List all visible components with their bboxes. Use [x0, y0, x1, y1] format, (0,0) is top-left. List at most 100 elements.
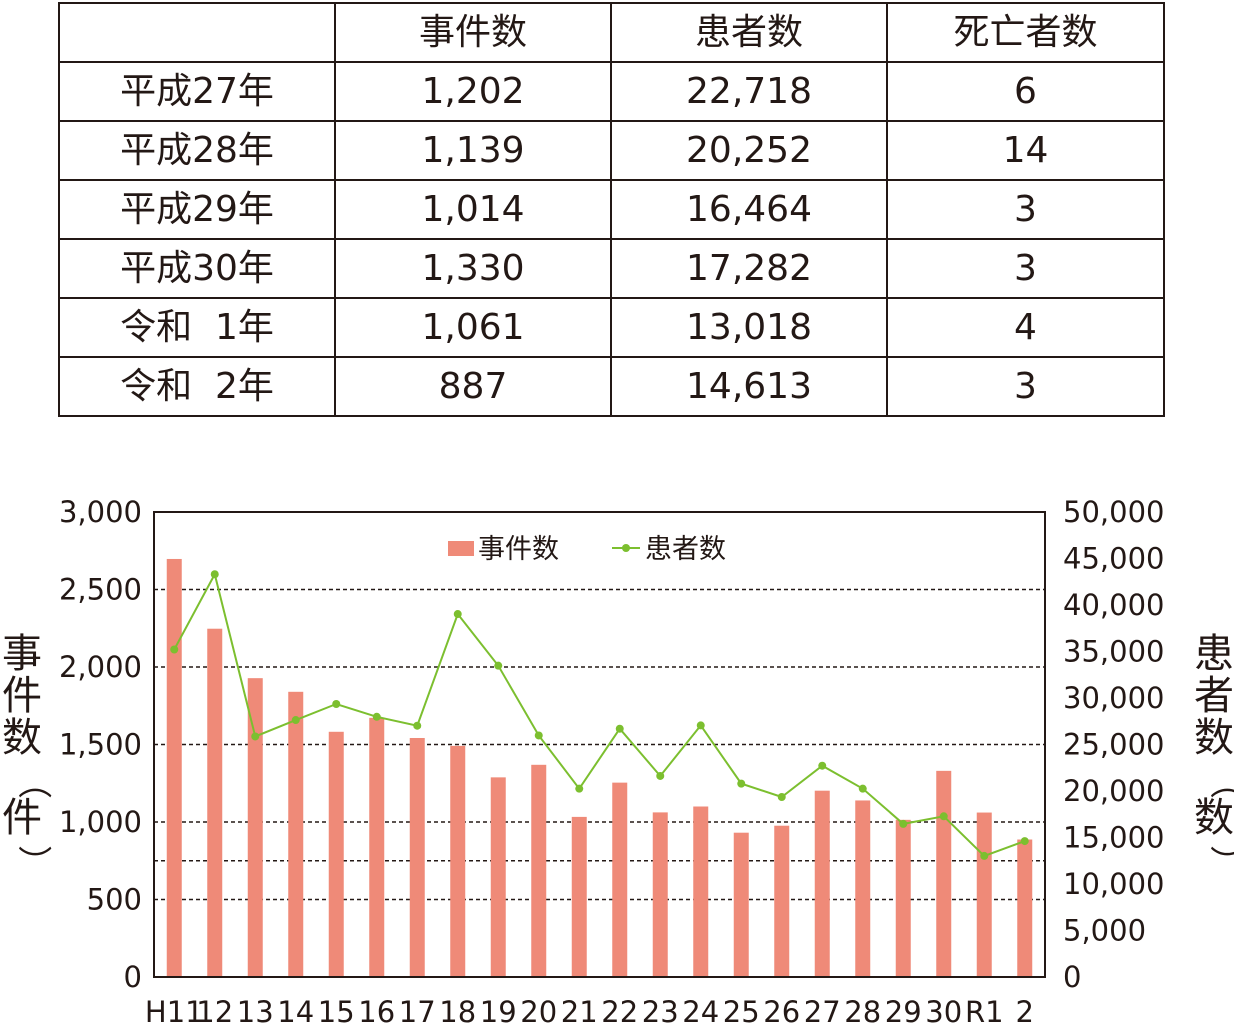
table-row: 平成27年 1,202 22,718 6	[58, 61, 1165, 122]
table-cell: 17,282	[610, 238, 888, 299]
x-tick-label: 27	[804, 995, 841, 1029]
legend-label: 患者数	[645, 534, 726, 565]
bar-mark	[693, 806, 709, 977]
y-right-tick-label: 40,000	[1063, 588, 1164, 622]
svg-text:（: （	[13, 765, 53, 799]
x-tick-label: 24	[682, 995, 719, 1029]
line-point	[251, 732, 260, 741]
table-cell: 6	[886, 61, 1165, 122]
bar-mark	[207, 628, 223, 977]
table-cell: 3	[886, 238, 1165, 299]
plot-frame	[153, 511, 1046, 978]
bar-mark	[1017, 839, 1033, 977]
table-header-cell: 患者数	[610, 2, 888, 63]
bar-mark	[774, 825, 790, 977]
table-cell: 22,718	[610, 61, 888, 122]
x-tick-label: 25	[723, 995, 760, 1029]
table-cell: 3	[886, 179, 1165, 240]
x-tick-label: H11	[145, 995, 204, 1029]
x-tick-label: 26	[763, 995, 800, 1029]
svg-text:数: 数	[1194, 715, 1234, 761]
line-point	[980, 851, 989, 860]
bar-mark	[733, 832, 749, 977]
bar-mark	[247, 678, 263, 977]
x-tick-label: 19	[480, 995, 517, 1029]
x-tick-label: 12	[196, 995, 233, 1029]
legend-label: 事件数	[478, 534, 559, 565]
line-point	[494, 661, 503, 670]
table-cell: 1,061	[334, 297, 612, 358]
line-point	[372, 712, 381, 721]
y-right-tick-label: 50,000	[1063, 495, 1164, 529]
table-row-label: 平成30年	[58, 238, 336, 299]
y-left-tick-label: 2,500	[59, 573, 142, 607]
line-point	[453, 610, 462, 619]
table-cell: 13,018	[610, 297, 888, 358]
y-right-tick-label: 5,000	[1063, 914, 1146, 948]
line-point	[777, 792, 786, 801]
line-point	[170, 645, 179, 654]
table-row-label: 令和 1年	[58, 297, 336, 358]
bar-mark	[652, 812, 668, 977]
svg-text:件: 件	[2, 795, 42, 841]
bar-mark	[166, 558, 182, 977]
table-cell: 887	[334, 356, 612, 417]
y-left-tick-label: 2,000	[59, 650, 142, 684]
table-cell: 3	[886, 356, 1165, 417]
x-tick-label: 30	[925, 995, 962, 1029]
table-row-label: 令和 2年	[58, 356, 336, 417]
line-point	[818, 761, 827, 770]
statistics-table: 事件数 患者数 死亡者数 平成27年 1,202 22,718 6 平成28年 1,139 20,…	[58, 2, 1165, 417]
table-cell: 14,613	[610, 356, 888, 417]
y-right-tick-label: 30,000	[1063, 681, 1164, 715]
y-left-tick-label: 1,000	[59, 805, 142, 839]
x-tick-label: 21	[561, 995, 598, 1029]
bar-mark	[409, 737, 425, 977]
x-tick-label: 29	[885, 995, 922, 1029]
combo-chart: 0 500 1,000 1,500 2,000 2,500 3,000 0 5,000 10,00…	[2, 495, 1234, 1029]
series-line	[173, 571, 1026, 858]
svg-text:数: 数	[1194, 795, 1234, 841]
svg-text:数: 数	[2, 715, 42, 761]
y-left-tick-label: 0	[124, 960, 142, 994]
y-right-tick-label: 25,000	[1063, 728, 1164, 762]
table-cell: 14	[886, 120, 1165, 181]
table-row: 平成30年 1,330 17,282 3	[58, 238, 1165, 299]
line-point	[332, 699, 341, 708]
legend-swatch-point	[622, 544, 630, 552]
y-right-tick-label: 35,000	[1063, 635, 1164, 669]
x-tick-label: 2	[1016, 995, 1034, 1029]
bar-mark	[328, 731, 344, 977]
x-tick-label: 16	[358, 995, 395, 1029]
svg-text:者: 者	[1194, 673, 1234, 719]
y-right-axis-title: 患者数（数）	[1194, 631, 1234, 879]
line-point	[291, 716, 300, 725]
table-header-cell: 事件数	[334, 2, 612, 63]
line-point	[534, 731, 543, 740]
x-tick-label: 20	[520, 995, 557, 1029]
legend: 事件数 患者数	[448, 534, 726, 565]
table-cell: 1,139	[334, 120, 612, 181]
y-right-tick-label: 45,000	[1063, 542, 1164, 576]
bar-mark	[369, 717, 385, 977]
y-left-tick-label: 3,000	[59, 495, 142, 529]
svg-text:）: ）	[13, 845, 53, 879]
line-point	[656, 771, 665, 780]
line-point	[939, 812, 948, 821]
table-row: 令和 2年 887 14,613 3	[58, 356, 1165, 417]
table-row: 平成28年 1,139 20,252 14	[58, 120, 1165, 181]
bar-mark	[571, 816, 587, 977]
table-cell: 1,330	[334, 238, 612, 299]
bar-mark	[936, 770, 952, 977]
line-point	[575, 784, 584, 793]
svg-text:件: 件	[2, 673, 42, 719]
line-point	[899, 819, 908, 828]
x-tick-label: 14	[277, 995, 314, 1029]
legend-swatch-bar	[448, 541, 474, 556]
bar-mark	[855, 800, 871, 977]
bar-mark	[531, 764, 547, 977]
table-header-cell: 死亡者数	[886, 2, 1165, 63]
y-left-tick-label: 1,500	[59, 728, 142, 762]
bar-mark	[612, 782, 628, 977]
line-point	[413, 721, 422, 730]
